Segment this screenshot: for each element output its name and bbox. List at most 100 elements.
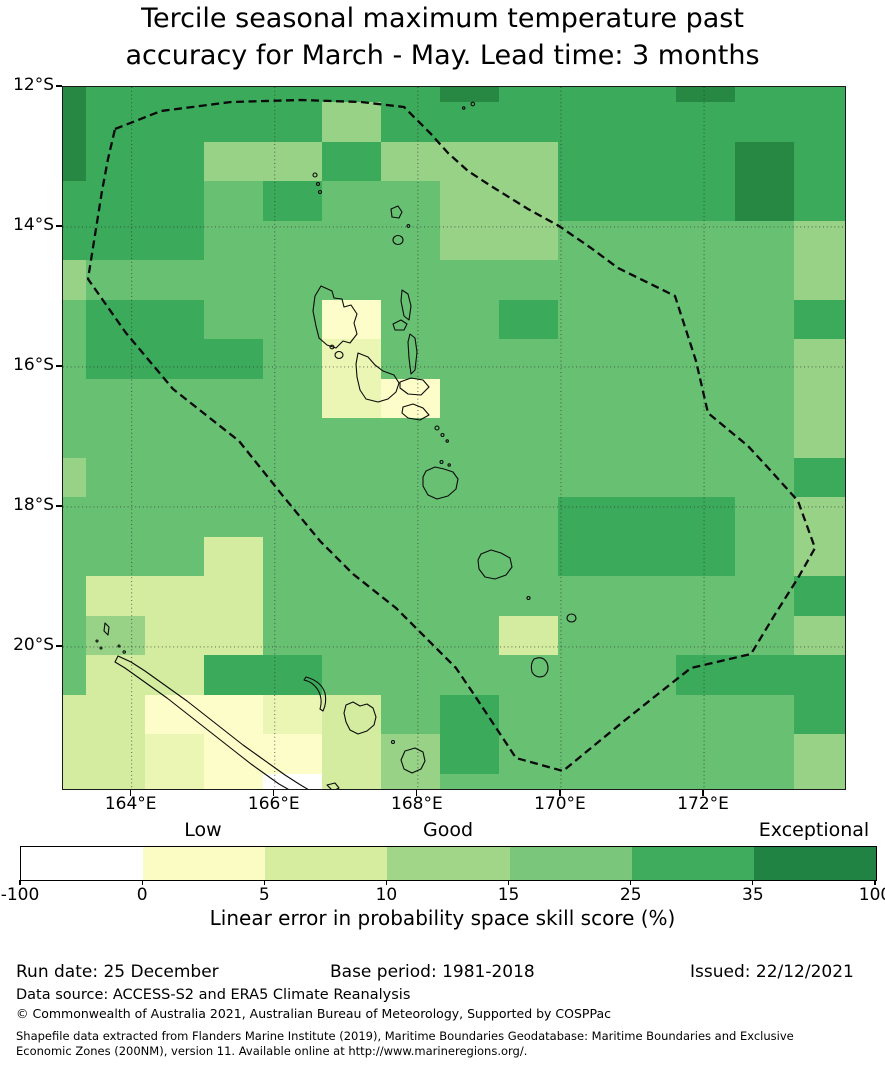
island-malakula-outline xyxy=(355,352,400,403)
grid-cell xyxy=(734,141,794,181)
grid-cell xyxy=(86,87,145,102)
grid-cell xyxy=(675,141,735,181)
grid-cell xyxy=(204,339,263,379)
grid-cell xyxy=(86,102,145,142)
grid-cell xyxy=(440,536,499,576)
lon-tick-mark xyxy=(702,790,704,796)
grid-cell xyxy=(675,694,735,734)
grid-cell xyxy=(616,87,676,102)
grid-cell xyxy=(381,536,440,576)
island-isle-of-pines-outline xyxy=(326,782,340,789)
grid-cell xyxy=(263,655,322,695)
grid-cell xyxy=(557,87,617,102)
grid-cell xyxy=(793,299,845,339)
grid-cell xyxy=(440,181,499,221)
grid-cell xyxy=(557,497,617,537)
grid-cell xyxy=(734,576,794,616)
grid-cell xyxy=(557,339,617,379)
grid-cell xyxy=(616,299,676,339)
grid-cell xyxy=(381,378,440,418)
grid-cell xyxy=(675,655,735,695)
grid-cell xyxy=(204,694,263,734)
lon-tick-label: 168°E xyxy=(391,794,443,814)
grid-cell xyxy=(557,418,617,458)
skill-grid-cell-layer xyxy=(63,87,845,789)
grid-cell xyxy=(616,339,676,379)
grid-cell xyxy=(63,615,86,655)
grid-cell xyxy=(557,655,617,695)
grid-cell xyxy=(793,260,845,300)
grid-cell xyxy=(86,497,145,537)
grid-cell xyxy=(204,773,263,789)
grid-cell xyxy=(145,299,204,339)
grid-cell xyxy=(616,536,676,576)
grid-cell xyxy=(63,181,86,221)
grid-cell xyxy=(381,102,440,142)
grid-cell xyxy=(204,615,263,655)
island-espiritu-santo-outline xyxy=(312,285,358,349)
grid-cell xyxy=(204,536,263,576)
grid-cell xyxy=(499,102,558,142)
grid-cell xyxy=(381,260,440,300)
island-erromango-outline xyxy=(477,549,513,580)
colorbar-tick-label: 15 xyxy=(497,885,520,905)
island-mare-outline xyxy=(400,747,426,774)
grid-cell xyxy=(263,260,322,300)
grid-cell xyxy=(734,615,794,655)
grid-cell xyxy=(616,457,676,497)
grid-cell xyxy=(63,87,86,102)
lat-tick-label: 14°S xyxy=(13,214,54,235)
grid-cell xyxy=(204,457,263,497)
grid-cell xyxy=(557,576,617,616)
grid-cell xyxy=(322,260,381,300)
grid-cell xyxy=(145,773,204,789)
grid-cell xyxy=(440,615,499,655)
island-efate-outline xyxy=(422,460,459,500)
grid-cell xyxy=(145,497,204,537)
colorbar-tick-mark xyxy=(141,880,143,885)
grid-cell xyxy=(86,339,145,379)
grid-cell xyxy=(86,220,145,260)
grid-cell xyxy=(440,141,499,181)
colorbar-tick-label: 5 xyxy=(258,885,270,905)
grid-cell xyxy=(145,734,204,774)
grid-cell xyxy=(616,102,676,142)
colorbar xyxy=(20,846,877,881)
grid-cell xyxy=(204,141,263,181)
grid-cell xyxy=(793,141,845,181)
figure-title-line2: accuracy for March - May. Lead time: 3 m… xyxy=(125,40,760,71)
lon-tick-label: 164°E xyxy=(104,794,157,814)
island-aneityum-outline xyxy=(566,613,577,623)
grid-cell xyxy=(675,576,735,616)
colorbar-tick-mark xyxy=(19,880,21,885)
grid-cell xyxy=(440,87,499,102)
grid-cell xyxy=(263,694,322,734)
grid-cell xyxy=(616,378,676,418)
grid-cell xyxy=(675,497,735,537)
grid-cell xyxy=(675,457,735,497)
lat-tick-mark xyxy=(56,645,62,647)
grid-cell xyxy=(734,102,794,142)
island-tanna-outline xyxy=(530,657,549,678)
grid-cell xyxy=(734,457,794,497)
grid-cell xyxy=(86,181,145,221)
grid-cell xyxy=(499,418,558,458)
grid-cell xyxy=(145,694,204,734)
grid-cell xyxy=(63,497,86,537)
grid-cell xyxy=(734,773,794,789)
grid-cell xyxy=(263,339,322,379)
grid-cell xyxy=(381,773,440,789)
grid-cell xyxy=(440,694,499,734)
grid-cell xyxy=(63,260,86,300)
grid-cell xyxy=(734,87,794,102)
grid-cell xyxy=(616,497,676,537)
colorbar-tick-mark xyxy=(263,880,265,885)
lon-tick-label: 166°E xyxy=(247,794,300,814)
grid-cell xyxy=(381,87,440,102)
grid-cell xyxy=(381,418,440,458)
grid-cell xyxy=(145,457,204,497)
grid-cell xyxy=(440,497,499,537)
grid-cell xyxy=(675,299,735,339)
grid-cell xyxy=(557,141,617,181)
island-tiga-islet-outline xyxy=(390,740,396,744)
